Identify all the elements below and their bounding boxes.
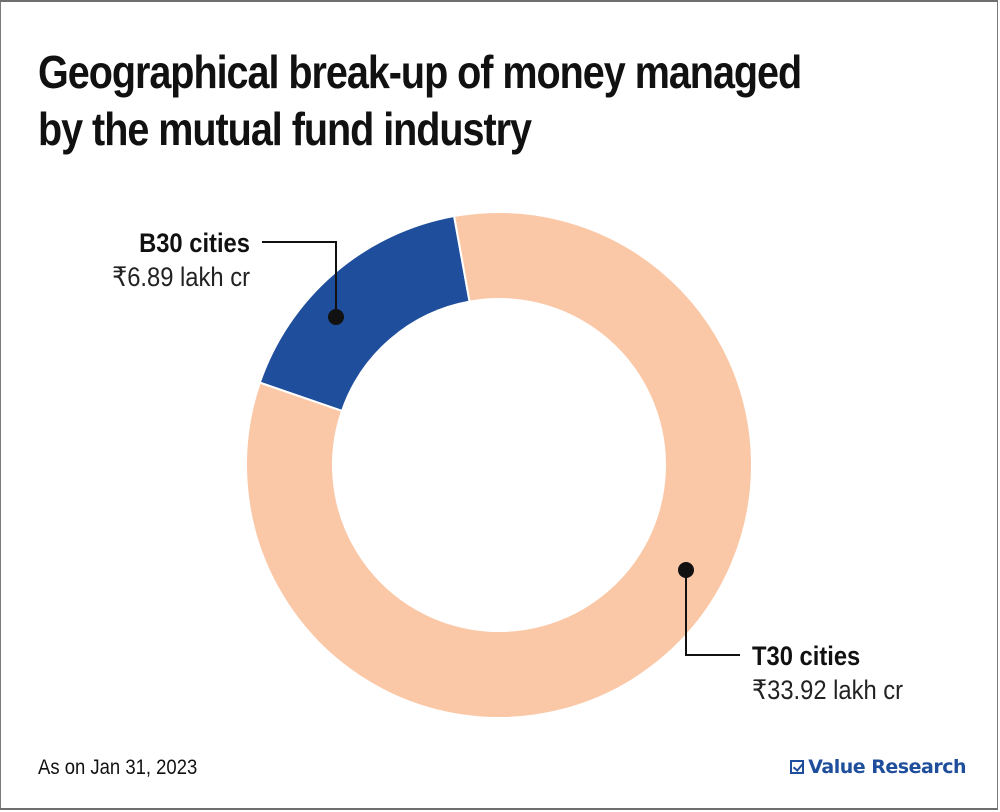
callouts: B30 cities ₹6.89 lakh cr T30 cities ₹33.… <box>112 229 903 706</box>
chart-title-line-1: Geographical break-up of money managed <box>38 46 802 98</box>
chart-title-line-2: by the mutual fund industry <box>38 103 532 155</box>
label-b30-value: ₹6.89 lakh cr <box>112 263 250 293</box>
label-t30-name: T30 cities <box>752 642 860 672</box>
donut-slice-b30-cities <box>258 214 471 413</box>
brand-name: Value Research <box>808 756 966 778</box>
callout-dot-b30 <box>328 309 344 325</box>
label-b30-name: B30 cities <box>139 229 250 259</box>
callout-dot-t30 <box>678 562 694 578</box>
checkbox-icon <box>790 760 805 774</box>
donut-slices <box>245 211 753 719</box>
label-t30-value: ₹33.92 lakh cr <box>752 676 904 706</box>
callout-line-t30 <box>685 570 740 656</box>
donut-slice-t30-cities <box>245 211 753 719</box>
footnote-date: As on Jan 31, 2023 <box>38 756 198 779</box>
brand-logo: Value Research <box>790 756 966 778</box>
chart-title: Geographical break-up of money managed b… <box>38 44 846 158</box>
callout-line-b30 <box>262 241 337 317</box>
